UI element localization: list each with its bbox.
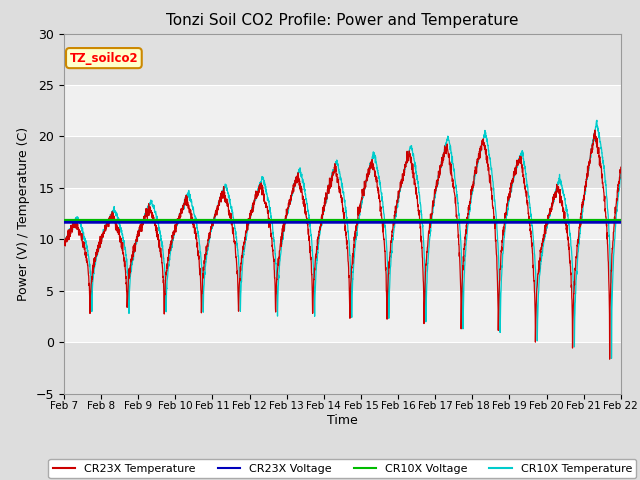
Title: Tonzi Soil CO2 Profile: Power and Temperature: Tonzi Soil CO2 Profile: Power and Temper… bbox=[166, 13, 518, 28]
Bar bbox=[64, 188, 621, 240]
Bar bbox=[64, 291, 621, 342]
Y-axis label: Power (V) / Temperature (C): Power (V) / Temperature (C) bbox=[17, 127, 30, 300]
Bar bbox=[64, 34, 621, 85]
X-axis label: Time: Time bbox=[327, 414, 358, 427]
Bar bbox=[64, 240, 621, 291]
Bar bbox=[64, 136, 621, 188]
Bar bbox=[64, 85, 621, 136]
Bar bbox=[64, 342, 621, 394]
Legend: CR23X Temperature, CR23X Voltage, CR10X Voltage, CR10X Temperature: CR23X Temperature, CR23X Voltage, CR10X … bbox=[49, 459, 636, 478]
Text: TZ_soilco2: TZ_soilco2 bbox=[70, 51, 138, 65]
